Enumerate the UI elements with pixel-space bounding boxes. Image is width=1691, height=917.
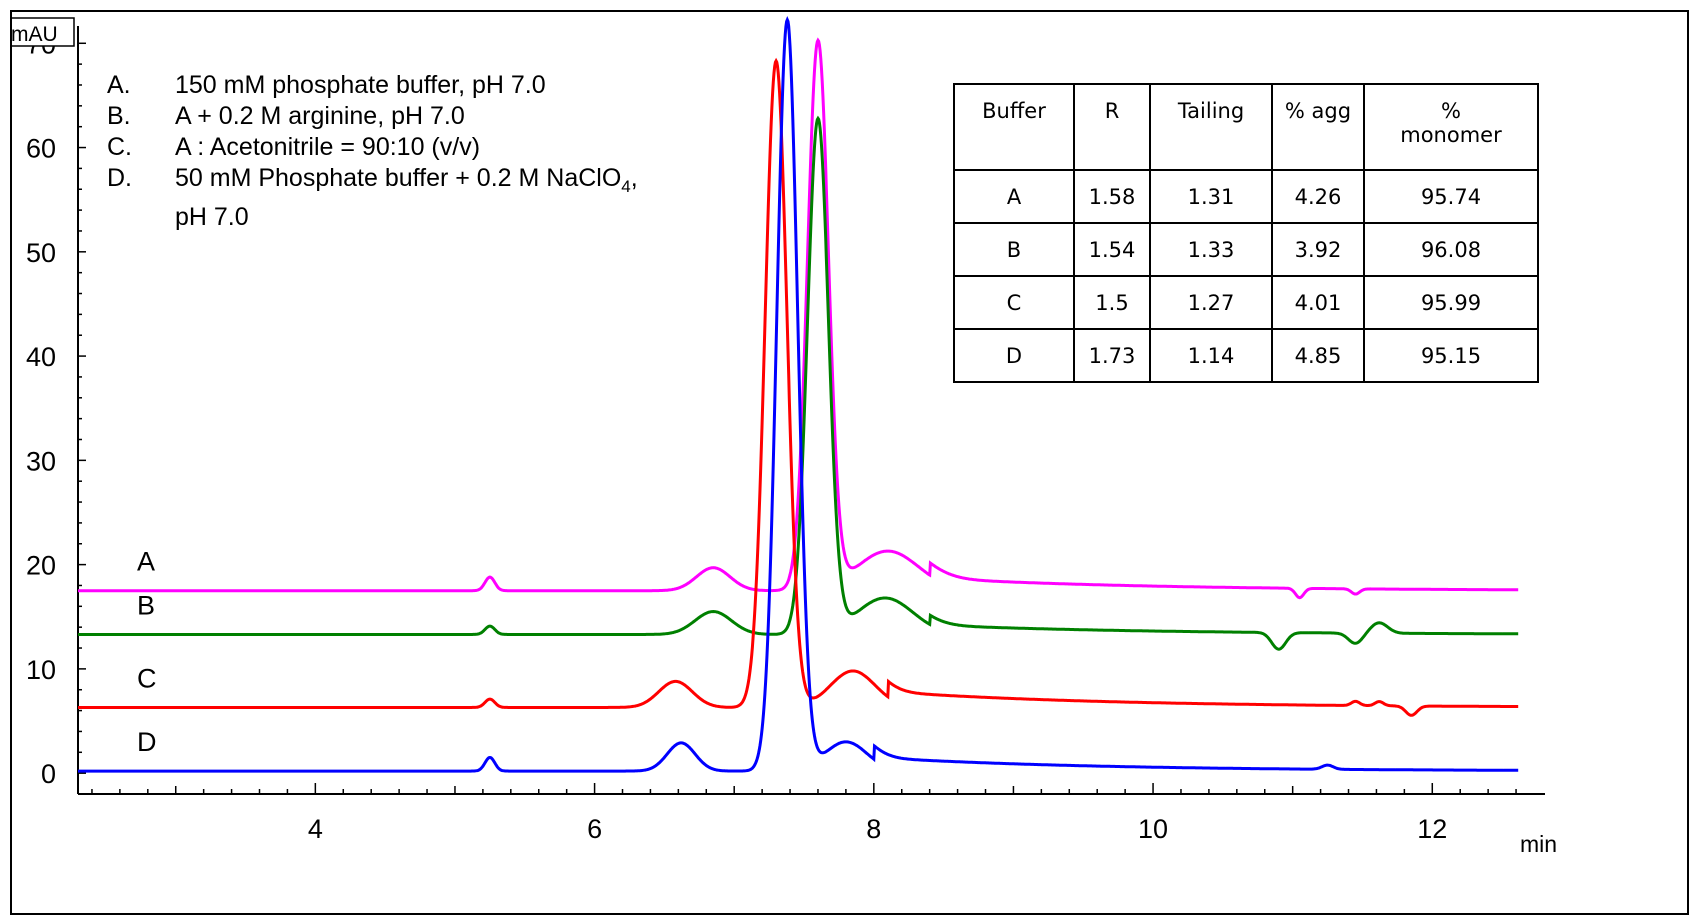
legend-text: 50 mM Phosphate buffer + 0.2 M NaClO4, pH… (175, 163, 807, 233)
x-tick-label: 12 (1417, 814, 1447, 844)
y-tick-label: 30 (26, 446, 56, 476)
table-cell: 1.54 (1073, 222, 1151, 277)
header-r: R (1073, 83, 1151, 171)
table-cell: 1.14 (1149, 328, 1273, 383)
series-line-a (78, 37, 1519, 600)
table-cell: 4.85 (1271, 328, 1365, 383)
legend-text: 150 mM phosphate buffer, pH 7.0 (175, 71, 546, 99)
trace-label-b: B (137, 590, 155, 620)
series-line-c (78, 57, 1519, 717)
header-monomer-pct: % (1441, 99, 1461, 123)
series-line-d (78, 15, 1519, 773)
table-cell: 96.08 (1363, 222, 1539, 277)
y-tick-label: 60 (26, 134, 56, 164)
header-agg: % agg (1271, 83, 1365, 171)
chromatogram-chart: 0102030405060704681012minmAUABCD (12, 15, 1557, 857)
x-axis-label: min (1520, 831, 1557, 857)
legend-text: A : Acetonitrile = 90:10 (v/v) (175, 133, 481, 161)
x-tick-label: 4 (308, 814, 323, 844)
table-row: B 1.54 1.33 3.92 96.08 (953, 222, 1539, 277)
table-cell: 95.74 (1363, 169, 1539, 224)
legend-item-a: A. 150 mM phosphate buffer, pH 7.0 (107, 70, 807, 101)
y-axis-label-box (12, 17, 75, 47)
header-buffer: Buffer (953, 83, 1075, 171)
header-monomer: % monomer (1363, 83, 1539, 171)
y-tick-label: 20 (26, 551, 56, 581)
header-tailing: Tailing (1149, 83, 1273, 171)
y-tick-label: 50 (26, 238, 56, 268)
y-tick-label: 40 (26, 342, 56, 372)
x-tick-label: 8 (866, 814, 881, 844)
table-cell: 1.27 (1149, 275, 1273, 330)
legend-text-main: 50 mM Phosphate buffer + 0.2 M NaClO (175, 164, 622, 192)
legend-letter: D. (107, 164, 132, 192)
table-cell: 1.5 (1073, 275, 1151, 330)
legend-line2: pH 7.0 (175, 203, 249, 231)
table-cell: 1.33 (1149, 222, 1273, 277)
table-cell: 95.15 (1363, 328, 1539, 383)
legend-subscript: 4 (621, 177, 631, 196)
table-cell: 95.99 (1363, 275, 1539, 330)
table-row: D 1.73 1.14 4.85 95.15 (953, 328, 1539, 383)
legend-letter: B. (107, 102, 131, 130)
trace-label-d: D (137, 727, 157, 757)
legend-item-b: B. A + 0.2 M arginine, pH 7.0 (107, 101, 807, 132)
trace-label-c: C (137, 663, 157, 693)
legend-text: A + 0.2 M arginine, pH 7.0 (175, 102, 465, 130)
buffer-legend: A. 150 mM phosphate buffer, pH 7.0 B. A … (107, 70, 807, 233)
table-cell: 1.73 (1073, 328, 1151, 383)
legend-letter: A. (107, 71, 131, 99)
legend-item-c: C. A : Acetonitrile = 90:10 (v/v) (107, 132, 807, 163)
y-axis-label: mAU (12, 23, 58, 46)
table-cell: 1.31 (1149, 169, 1273, 224)
table-header-row: Buffer R Tailing % agg % monomer (953, 83, 1539, 171)
trace-label-a: A (137, 547, 155, 577)
table-cell: A (953, 169, 1075, 224)
table-cell: 4.26 (1271, 169, 1365, 224)
legend-suffix: , (630, 164, 638, 192)
table-cell: D (953, 328, 1075, 383)
results-table: Buffer R Tailing % agg % monomer A 1.58 1… (953, 83, 1539, 383)
header-monomer-word: monomer (1400, 123, 1502, 147)
chart-frame: 0102030405060704681012minmAUABCD A. 150 … (10, 10, 1689, 915)
legend-item-d: D. 50 mM Phosphate buffer + 0.2 M NaClO4… (107, 163, 807, 233)
table-row: A 1.58 1.31 4.26 95.74 (953, 169, 1539, 224)
y-tick-label: 10 (26, 655, 56, 685)
table-cell: 3.92 (1271, 222, 1365, 277)
table-cell: 1.58 (1073, 169, 1151, 224)
table-cell: 4.01 (1271, 275, 1365, 330)
table-cell: C (953, 275, 1075, 330)
table-row: C 1.5 1.27 4.01 95.99 (953, 275, 1539, 330)
y-tick-label: 0 (41, 759, 56, 789)
x-tick-label: 6 (587, 814, 602, 844)
table-cell: B (953, 222, 1075, 277)
legend-letter: C. (107, 133, 132, 161)
x-tick-label: 10 (1138, 814, 1168, 844)
series-line-b (78, 115, 1519, 651)
